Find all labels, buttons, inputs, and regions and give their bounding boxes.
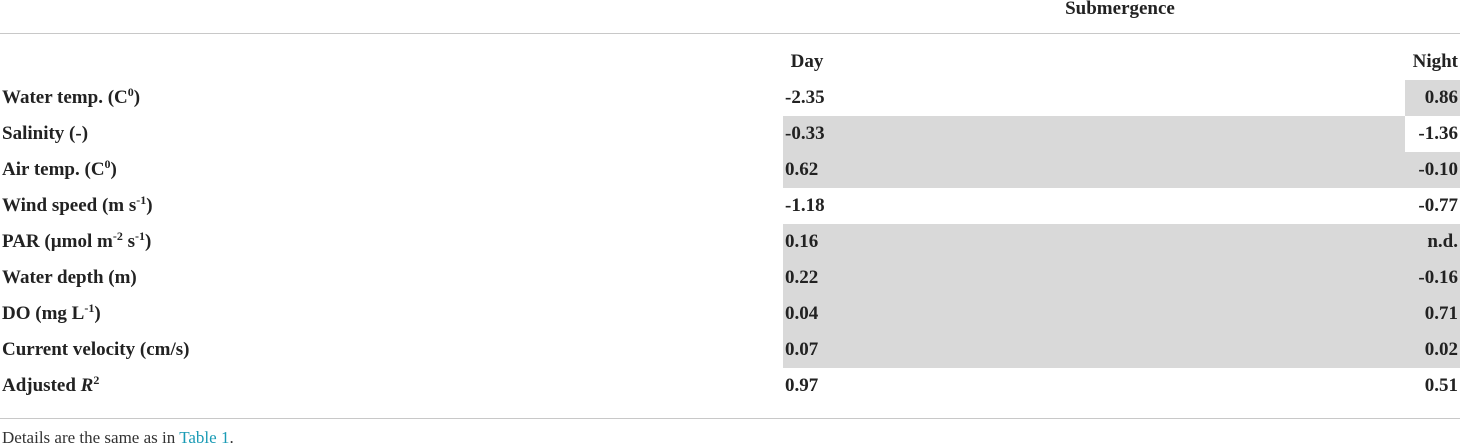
row-label: DO (mg L-1) xyxy=(2,301,101,325)
cell-shade xyxy=(1405,152,1460,188)
cell-value: 0.16 xyxy=(785,231,819,252)
column-header: Night xyxy=(1412,51,1458,72)
label-text: Current velocity (cm/s) xyxy=(2,339,190,360)
column-header: Day xyxy=(790,51,824,72)
label-superscript: -1 xyxy=(136,193,147,207)
cell-value: n.d. xyxy=(1427,231,1458,252)
label-text: PAR (µmol m xyxy=(2,231,113,252)
cell-shade xyxy=(1405,80,1460,116)
top-rule xyxy=(0,33,1460,34)
row-label: Wind speed (m s-1) xyxy=(2,193,153,217)
label-text: Air temp. (C xyxy=(2,159,105,180)
cell-value: 0.22 xyxy=(785,267,819,288)
label-text: Wind speed (m s xyxy=(2,195,137,216)
label-superscript: 0 xyxy=(104,157,111,171)
label-superscript: -2 xyxy=(112,229,123,243)
bottom-rule xyxy=(0,418,1460,419)
cell-value: -0.10 xyxy=(1418,159,1458,180)
cell-shade xyxy=(783,296,1405,332)
label-text: s xyxy=(122,231,136,252)
label-superscript: -1 xyxy=(84,301,95,315)
label-text: Water temp. (C xyxy=(2,87,128,108)
row-label: Water depth (m) xyxy=(2,267,137,289)
cell-value: -0.33 xyxy=(785,123,825,144)
cell-value: -0.16 xyxy=(1418,267,1458,288)
cell-shade xyxy=(1405,296,1460,332)
group-header: Submergence xyxy=(1065,0,1175,19)
label-text: ) xyxy=(133,87,141,108)
label-text: ) xyxy=(145,231,152,252)
cell-value: -2.35 xyxy=(785,87,825,108)
label-text: Water depth (m) xyxy=(2,267,137,288)
cell-value: -1.36 xyxy=(1418,123,1458,144)
row-label: Salinity (-) xyxy=(2,123,88,145)
cell-shade xyxy=(1405,224,1460,260)
label-text: Adjusted xyxy=(2,375,81,396)
cell-shade xyxy=(1405,260,1460,296)
label-italic: R xyxy=(80,375,94,396)
row-label: Water temp. (C0) xyxy=(2,85,141,109)
cell-shade xyxy=(783,332,1405,368)
label-text: Salinity (-) xyxy=(2,123,89,144)
footnote-text: Details are the same as in xyxy=(2,428,180,447)
label-superscript: 0 xyxy=(127,85,134,99)
label-text: DO (mg L xyxy=(2,303,85,324)
footnote-link[interactable]: Table 1 xyxy=(179,428,230,447)
cell-value: 0.02 xyxy=(1424,339,1458,360)
cell-value: -1.18 xyxy=(785,195,825,216)
label-text: ) xyxy=(146,195,153,216)
row-label: Air temp. (C0) xyxy=(2,157,117,181)
footnote: Details are the same as in Table 1. xyxy=(2,428,234,448)
cell-shade xyxy=(783,260,1405,296)
cell-value: 0.86 xyxy=(1424,87,1458,108)
cell-shade xyxy=(1405,332,1460,368)
cell-value: 0.62 xyxy=(785,159,819,180)
label-superscript: -1 xyxy=(135,229,146,243)
cell-shade xyxy=(783,224,1405,260)
cell-value: 0.04 xyxy=(785,303,819,324)
label-text: ) xyxy=(94,303,101,324)
row-label: Current velocity (cm/s) xyxy=(2,339,189,361)
label-superscript: 2 xyxy=(93,373,100,387)
footnote-end: . xyxy=(229,428,234,447)
label-text: ) xyxy=(110,159,117,180)
cell-value: 0.51 xyxy=(1424,375,1458,396)
cell-value: 0.71 xyxy=(1424,303,1458,324)
cell-value: 0.97 xyxy=(785,375,819,396)
cell-value: -0.77 xyxy=(1418,195,1458,216)
row-label: Adjusted R2 xyxy=(2,373,100,397)
cell-shade xyxy=(783,152,1405,188)
row-label: PAR (µmol m-2 s-1) xyxy=(2,229,152,253)
cell-value: 0.07 xyxy=(785,339,819,360)
cell-shade xyxy=(783,116,1405,152)
